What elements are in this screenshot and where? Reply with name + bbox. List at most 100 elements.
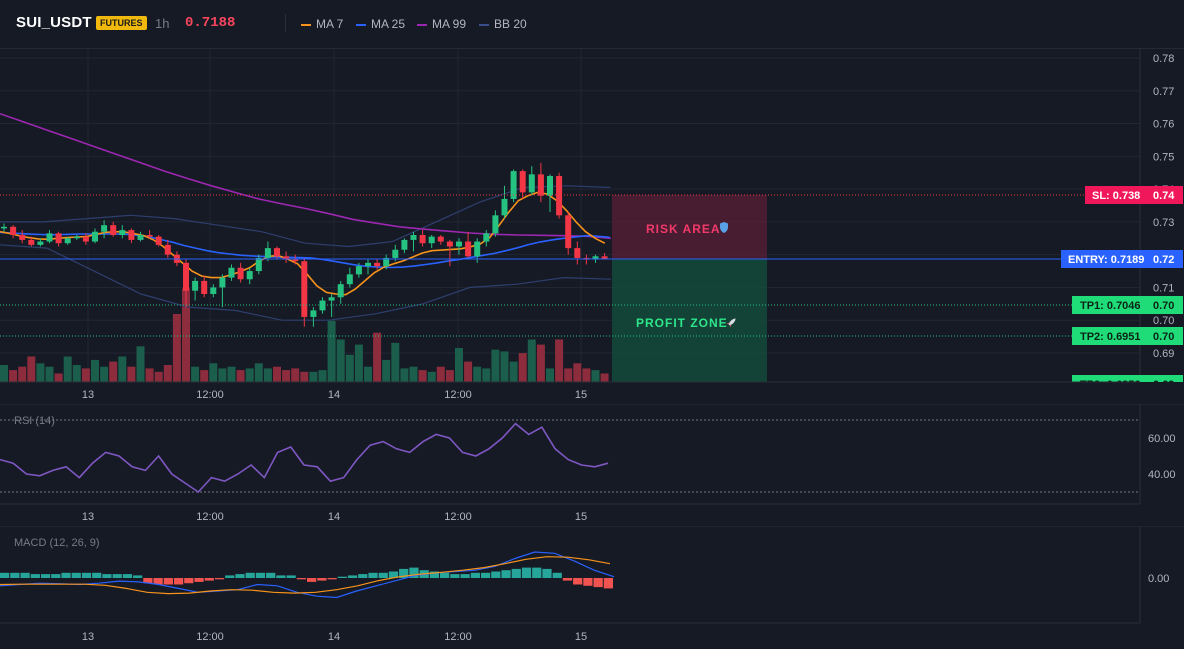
candle-body <box>46 233 53 242</box>
macd-hist-bar <box>511 568 521 578</box>
candle-body <box>446 241 453 247</box>
macd-hist-bar <box>163 578 173 585</box>
macd-hist-bar <box>573 578 583 585</box>
macd-pane[interactable]: MACD (12, 26, 9) 0.00 13 12:00 14 12:00 15 <box>0 526 1184 649</box>
price-tick-label: 0.78 <box>1153 53 1174 65</box>
price-pane[interactable]: 0.78 0.77 0.76 0.75 0.74 0.73 0.72 0.71 0.70 0.69… <box>0 48 1184 404</box>
macd-time-axis: 13 12:00 14 12:00 15 <box>82 631 587 643</box>
sl-tag[interactable]: SL: 0.738 0.74 <box>1085 186 1183 204</box>
volume-bar <box>564 368 573 382</box>
candle-body <box>301 261 308 317</box>
volume-bar <box>364 366 372 382</box>
macd-hist-bar <box>501 570 511 578</box>
candle-body <box>192 280 199 291</box>
macd-hist-bar <box>133 575 143 578</box>
volume-bar <box>327 320 336 382</box>
candle-body <box>346 274 353 285</box>
volume-bar <box>491 349 500 382</box>
macd-hist-bar <box>347 575 358 578</box>
volume-bar <box>600 373 609 382</box>
volume-bar <box>427 371 436 382</box>
macd-hist-bar <box>552 572 562 578</box>
candle-body <box>292 259 299 262</box>
macd-hist-bar <box>173 578 184 585</box>
volume-bar <box>546 368 554 382</box>
tp2-tag[interactable]: TP2: 0.6951 0.70 <box>1072 327 1183 345</box>
macd-hist-bar <box>184 578 194 584</box>
volume-bar <box>63 356 72 382</box>
volume-bar <box>536 344 545 382</box>
macd-hist-bar <box>337 576 347 578</box>
rsi-pane[interactable]: RSI (14) 60.00 40.00 13 12:00 14 12:00 15 <box>0 404 1184 524</box>
volume-bar <box>591 370 600 382</box>
legend-bb20[interactable]: BB 20 <box>479 17 527 31</box>
price-tick-label: 0.71 <box>1153 282 1174 294</box>
macd-hist-bar <box>470 572 480 578</box>
candle-body <box>64 238 71 244</box>
macd-hist-bar <box>10 572 20 578</box>
legend-ma99-label: MA 99 <box>432 17 467 31</box>
legend-ma99[interactable]: MA 99 <box>417 17 466 31</box>
macd-hist-bar <box>255 572 266 578</box>
legend-ma25[interactable]: MA 25 <box>356 17 405 31</box>
volume-bar <box>263 368 272 382</box>
volume-bar <box>191 366 200 382</box>
macd-hist-bar <box>327 578 337 580</box>
macd-hist-bar <box>245 572 255 578</box>
candle-body <box>228 267 235 278</box>
volume-bar <box>127 366 136 382</box>
rsi-time-axis: 13 12:00 14 12:00 15 <box>82 511 587 523</box>
candle-body <box>528 174 535 193</box>
macd-hist-bar <box>92 572 102 578</box>
macd-hist-bar <box>440 572 450 578</box>
macd-hist-bar <box>40 574 51 578</box>
volume-bar <box>145 368 154 382</box>
volume-bar <box>118 356 127 382</box>
chart-header: SUI_USDT FUTURES 1h 0.7188 MA 7 MA 25 MA… <box>0 0 1184 49</box>
macd-hist-bar <box>480 572 491 578</box>
macd-hist-bar <box>317 578 327 581</box>
candle-body <box>547 176 553 196</box>
volume-bar <box>400 368 409 382</box>
bollinger-bands <box>0 185 612 321</box>
candle-body <box>592 256 599 260</box>
macd-hist-bar <box>153 578 163 585</box>
macd-tick-zero: 0.00 <box>1148 573 1169 585</box>
macd-hist-bar <box>368 572 378 578</box>
volume-bar <box>54 373 63 382</box>
candle-body <box>101 225 108 232</box>
sl-tag-axis: 0.74 <box>1153 190 1175 202</box>
symbol-name[interactable]: SUI_USDT <box>16 14 92 31</box>
volume-bar <box>345 354 354 382</box>
legend-ma7[interactable]: MA 7 <box>301 17 343 31</box>
candle-body <box>501 198 508 216</box>
ma25-swatch <box>356 23 366 26</box>
candle-body <box>574 248 581 258</box>
candle-body <box>128 230 135 240</box>
candle-body <box>310 310 317 317</box>
tp1-tag-label: TP1: 0.7046 <box>1080 300 1141 312</box>
candle-body <box>164 244 171 255</box>
entry-tag[interactable]: ENTRY: 0.7189 0.72 <box>1061 250 1183 268</box>
macd-hist-bar <box>409 567 419 578</box>
rsi-line <box>0 422 609 494</box>
macd-hist-bar <box>429 571 440 578</box>
volume-bar <box>518 353 527 382</box>
sl-tag-label: SL: 0.738 <box>1092 190 1140 202</box>
time-tick-label: 13 <box>82 631 94 643</box>
volume-bar <box>354 344 363 382</box>
profit-zone-label: PROFIT ZONE <box>636 316 728 330</box>
volume-bar <box>0 365 8 382</box>
candle-body <box>556 176 563 216</box>
timeframe-selector[interactable]: 1h <box>155 16 170 31</box>
volume-bar <box>36 363 45 382</box>
macd-hist-bar <box>358 574 368 578</box>
volume-bar <box>91 359 99 382</box>
volume-bar <box>254 363 263 382</box>
macd-title: MACD (12, 26, 9) <box>14 537 100 549</box>
tp1-tag[interactable]: TP1: 0.7046 0.70 <box>1072 296 1183 314</box>
volume-bar <box>582 368 591 382</box>
candle-body <box>37 241 44 245</box>
volume-bar <box>227 366 236 382</box>
ma99-swatch <box>417 23 427 26</box>
